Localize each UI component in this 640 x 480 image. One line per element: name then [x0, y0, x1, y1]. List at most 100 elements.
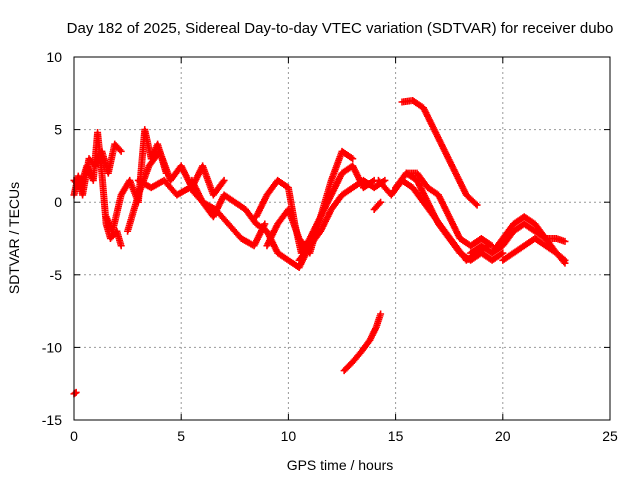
data-point [111, 140, 124, 154]
data-point [462, 191, 480, 208]
x-tick-label: 5 [177, 428, 185, 444]
y-tick-label: -15 [42, 412, 62, 428]
series-arc-l [340, 310, 385, 375]
data-point [413, 169, 431, 190]
series-arc-k [370, 198, 385, 213]
data-point [338, 185, 355, 199]
data-point [520, 213, 537, 227]
data-point [295, 243, 313, 264]
series-arc-m [398, 97, 481, 209]
data-point [452, 169, 470, 197]
data-point [374, 176, 394, 197]
data-point [445, 235, 463, 256]
data-point [349, 155, 357, 163]
data-point [274, 249, 291, 263]
data-point [392, 171, 409, 192]
data-point [117, 242, 125, 250]
data-point [209, 193, 227, 221]
data-point [499, 221, 516, 242]
data-point [499, 229, 516, 250]
data-point [338, 147, 355, 162]
data-point [327, 192, 345, 213]
data-point [413, 176, 431, 205]
data-point [372, 312, 384, 331]
data-point [160, 176, 180, 197]
series-arc-p [402, 169, 496, 250]
data-point [317, 193, 334, 221]
data-point [220, 176, 228, 184]
data-point [209, 178, 227, 199]
data-point [284, 205, 302, 241]
data-point [327, 149, 345, 184]
series-arc-b [70, 140, 125, 199]
series-arc-e [124, 147, 228, 235]
data-point [306, 229, 323, 250]
data-point [188, 176, 206, 205]
data-point [274, 176, 291, 191]
data-point [104, 142, 118, 177]
series-arc-i [263, 162, 378, 257]
data-point [499, 249, 507, 257]
data-point [488, 243, 505, 257]
series-arc-o [392, 169, 507, 264]
data-point [520, 220, 537, 234]
data-point [263, 178, 281, 199]
series-arc-r [488, 220, 569, 257]
x-axis-label: GPS time / hours [287, 457, 394, 473]
series-arc-j [295, 176, 389, 264]
data-point [477, 235, 495, 249]
data-point [381, 176, 389, 184]
data-point [409, 97, 426, 111]
data-point [510, 243, 527, 257]
data-point [117, 147, 125, 155]
y-tick-label: 5 [54, 122, 62, 138]
y-tick-label: 0 [54, 194, 62, 210]
series-arc-f [134, 176, 269, 250]
data-point [70, 389, 79, 398]
x-tick-label: 10 [281, 428, 297, 444]
data-point [370, 200, 383, 213]
data-point [252, 220, 269, 234]
data-point [434, 191, 452, 219]
x-tick-label: 0 [70, 428, 78, 444]
data-point [242, 205, 259, 227]
y-tick-label: 10 [46, 49, 62, 65]
data-point [317, 207, 334, 235]
data-point [327, 171, 345, 199]
plot-frame [73, 56, 611, 421]
data-point [488, 250, 505, 264]
data-point [199, 198, 216, 219]
data-point [377, 198, 385, 206]
data-point [79, 157, 93, 199]
data-point [473, 201, 481, 209]
y-tick-label: -5 [50, 267, 63, 283]
data-point [349, 349, 364, 366]
data-point [424, 198, 442, 226]
x-tick-label: 25 [602, 428, 618, 444]
data-point [531, 235, 548, 249]
y-axis-label: SDTVAR / TECUs [6, 182, 22, 294]
data-point [561, 237, 569, 245]
y-tick-label: -10 [42, 339, 62, 355]
data-point [109, 193, 125, 235]
data-point [377, 310, 385, 318]
data-point [441, 147, 459, 175]
axis-ticks: 0 5 10 15 20 25 -15 -10 -5 0 5 10 [42, 49, 618, 444]
data-point [166, 163, 184, 184]
data-point [499, 250, 516, 264]
data-point [220, 191, 237, 205]
x-tick-label: 15 [388, 428, 404, 444]
series-arc-s [499, 235, 569, 264]
data-point [445, 213, 463, 241]
data-point [434, 220, 452, 241]
series-arc-c [70, 388, 80, 398]
chart-title: Day 182 of 2025, Sidereal Day-to-day VTE… [67, 20, 614, 37]
data-point [419, 104, 437, 132]
data-point [366, 325, 379, 344]
x-tick-label: 20 [495, 428, 511, 444]
data-point [263, 222, 281, 250]
data-points [70, 97, 569, 398]
data-point [409, 184, 426, 205]
data-point [261, 220, 269, 228]
data-point [252, 193, 270, 221]
